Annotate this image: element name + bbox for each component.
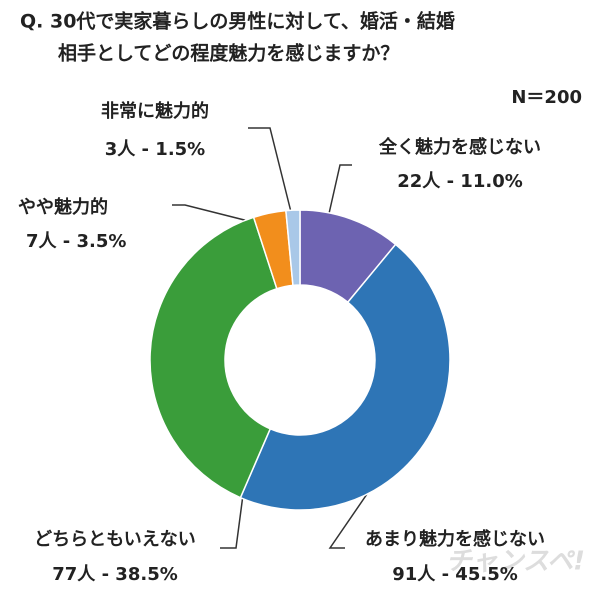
donut-slice [285,209,301,287]
chart-title-line: 相手としてどの程度魅力を感じますか？ [58,42,399,65]
leader-line [172,204,269,227]
category-label: どちらともいえない [34,529,196,550]
category-label: 全く魅力を感じない [378,136,541,158]
donut-slice [149,216,278,499]
value-label: 91人 - 45.5% [392,564,518,585]
watermark: チャンスペ! [446,547,585,577]
chart-title-line: Q. 30代で実家暮らしの男性に対して、婚活・結婚 [20,10,455,33]
value-label: 7人 - 3.5% [26,231,126,252]
value-label: 3人 - 1.5% [105,139,205,160]
donut-slice [239,243,451,511]
sample-size: N＝200 [511,87,582,108]
leader-line [328,477,379,549]
category-label: 非常に魅力的 [101,100,209,122]
value-label: 22人 - 11.0% [397,171,523,192]
leader-line [248,127,294,221]
category-label: あまり魅力を感じない [365,528,545,550]
value-label: 77人 - 38.5% [52,564,178,585]
category-label: やや魅力的 [18,196,108,218]
leader-line [327,164,352,219]
